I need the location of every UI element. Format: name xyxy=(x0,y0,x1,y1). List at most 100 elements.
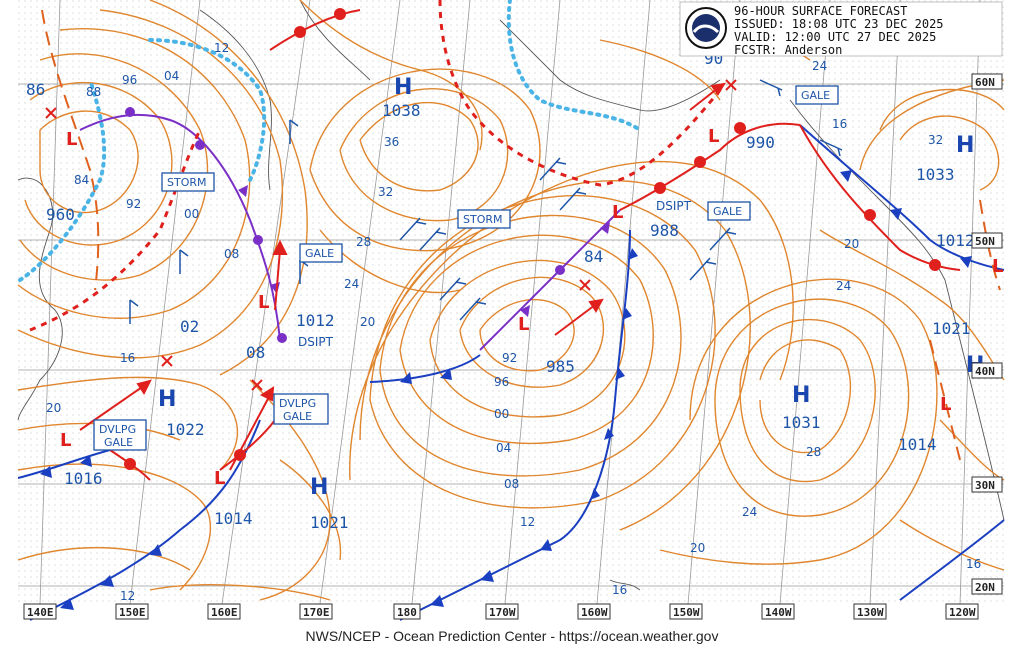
svg-text:DVLPG: DVLPG xyxy=(99,423,136,436)
high-letter: H xyxy=(394,75,412,100)
warning-storm-central: STORM xyxy=(457,209,511,229)
svg-text:STORM: STORM xyxy=(463,213,503,226)
svg-text:GALE: GALE xyxy=(305,247,334,260)
svg-text:96: 96 xyxy=(494,375,509,389)
svg-text:00: 00 xyxy=(494,407,509,421)
svg-text:36: 36 xyxy=(384,135,399,149)
svg-text:STORM: STORM xyxy=(167,176,207,189)
warm-front-bumps xyxy=(124,8,941,470)
high-pressure: 1031 xyxy=(782,413,821,432)
svg-text:16: 16 xyxy=(120,351,135,365)
high-pressure: 1022 xyxy=(166,420,205,439)
longitude-axis: 140E 150E 160E 170E 180 170W 160W 150W 1… xyxy=(23,603,979,620)
low-letter: L xyxy=(518,314,529,335)
svg-text:92: 92 xyxy=(126,197,141,211)
warning-gale-central: GALE xyxy=(299,243,343,263)
svg-text:20N: 20N xyxy=(975,581,995,594)
low-pressure: 985 xyxy=(546,357,575,376)
svg-text:84: 84 xyxy=(584,247,603,266)
header-title: 96-HOUR SURFACE FORECAST xyxy=(734,4,907,18)
svg-text:16: 16 xyxy=(832,117,847,131)
svg-text:92: 92 xyxy=(502,351,517,365)
forecast-header: 96-HOUR SURFACE FORECAST ISSUED: 18:08 U… xyxy=(679,1,1003,57)
header-issued: ISSUED: 18:08 UTC 23 DEC 2025 xyxy=(734,17,944,31)
svg-text:160E: 160E xyxy=(211,606,238,619)
svg-text:120W: 120W xyxy=(949,606,976,619)
forecast-positions xyxy=(45,79,737,391)
low-pressure: 990 xyxy=(746,133,775,152)
svg-text:140W: 140W xyxy=(765,606,792,619)
low-letter: L xyxy=(940,394,951,415)
svg-text:24: 24 xyxy=(344,277,359,291)
low-letter: L xyxy=(258,292,269,313)
svg-text:150W: 150W xyxy=(673,606,700,619)
high-pressure: 1038 xyxy=(382,101,421,120)
svg-text:24: 24 xyxy=(836,279,851,293)
high-letter: H xyxy=(158,387,176,412)
low-letter: L xyxy=(992,256,1003,277)
svg-text:24: 24 xyxy=(812,59,827,73)
svg-text:130W: 130W xyxy=(857,606,884,619)
ice-edge xyxy=(29,0,722,332)
svg-text:08: 08 xyxy=(504,477,519,491)
svg-text:16: 16 xyxy=(966,557,981,571)
svg-text:30N: 30N xyxy=(975,479,995,492)
svg-text:150E: 150E xyxy=(119,606,146,619)
high-letter: H xyxy=(956,133,974,158)
high-pressure: 1021 xyxy=(310,513,349,532)
svg-text:DVLPG: DVLPG xyxy=(279,397,316,410)
svg-text:180: 180 xyxy=(397,606,417,619)
header-forecaster: FCSTR: Anderson xyxy=(734,43,842,57)
svg-text:GALE: GALE xyxy=(713,205,742,218)
svg-text:24: 24 xyxy=(742,505,757,519)
high-centers: H 1038 H 1033 H 1022 H 1021 H 1031 H xyxy=(158,75,984,532)
low-letter: L xyxy=(708,126,719,147)
svg-text:60N: 60N xyxy=(975,76,995,89)
low-pressure: 1014 xyxy=(214,509,253,528)
occluded-front-symbols xyxy=(125,107,610,343)
isobars xyxy=(17,0,1005,601)
graticule xyxy=(18,0,1004,605)
svg-text:50N: 50N xyxy=(975,235,995,248)
freezing-spray xyxy=(18,0,642,282)
high-pressure: 1033 xyxy=(916,165,955,184)
wind-barbs xyxy=(129,79,843,324)
svg-text:160W: 160W xyxy=(581,606,608,619)
low-pressure: 988 xyxy=(650,221,679,240)
dissipating-label: DSIPT xyxy=(298,335,334,349)
high-letter: H xyxy=(310,475,328,500)
storm-tracks xyxy=(79,82,726,471)
svg-text:86: 86 xyxy=(26,80,45,99)
svg-text:170W: 170W xyxy=(489,606,516,619)
header-valid: VALID: 12:00 UTC 27 DEC 2025 xyxy=(734,30,936,44)
low-pressure: 1014 xyxy=(898,435,937,454)
svg-text:20: 20 xyxy=(46,401,61,415)
warning-dvlpg-gale-central: DVLPG GALE xyxy=(273,393,329,425)
svg-text:28: 28 xyxy=(356,235,371,249)
map-background xyxy=(18,0,1004,604)
svg-text:32: 32 xyxy=(378,185,393,199)
svg-text:04: 04 xyxy=(164,69,179,83)
svg-text:20: 20 xyxy=(844,237,859,251)
warning-gale-east: GALE xyxy=(795,85,839,105)
cold-front-barbs xyxy=(40,170,972,610)
svg-text:96: 96 xyxy=(122,73,137,87)
low-letter: L xyxy=(60,430,71,451)
svg-text:170E: 170E xyxy=(303,606,330,619)
low-letter: L xyxy=(214,468,225,489)
svg-text:84: 84 xyxy=(74,173,89,187)
low-pressure: 1012 xyxy=(296,311,335,330)
svg-text:16: 16 xyxy=(612,583,627,597)
svg-text:08: 08 xyxy=(224,247,239,261)
latitude-axis: 60N 50N 40N 30N 20N xyxy=(971,73,1003,595)
svg-text:00: 00 xyxy=(184,207,199,221)
warning-dvlpg-gale-west: DVLPG GALE xyxy=(93,419,147,451)
svg-text:88: 88 xyxy=(86,85,101,99)
high-letter: H xyxy=(792,383,810,408)
low-pressure: 960 xyxy=(46,205,75,224)
svg-text:32: 32 xyxy=(928,133,943,147)
low-pressure: 1012 xyxy=(936,231,975,250)
warning-storm-west: STORM xyxy=(161,172,215,192)
low-centers: L 960 L 990 L 988 L 1012 L 985 L 1016 L … xyxy=(46,126,1003,528)
